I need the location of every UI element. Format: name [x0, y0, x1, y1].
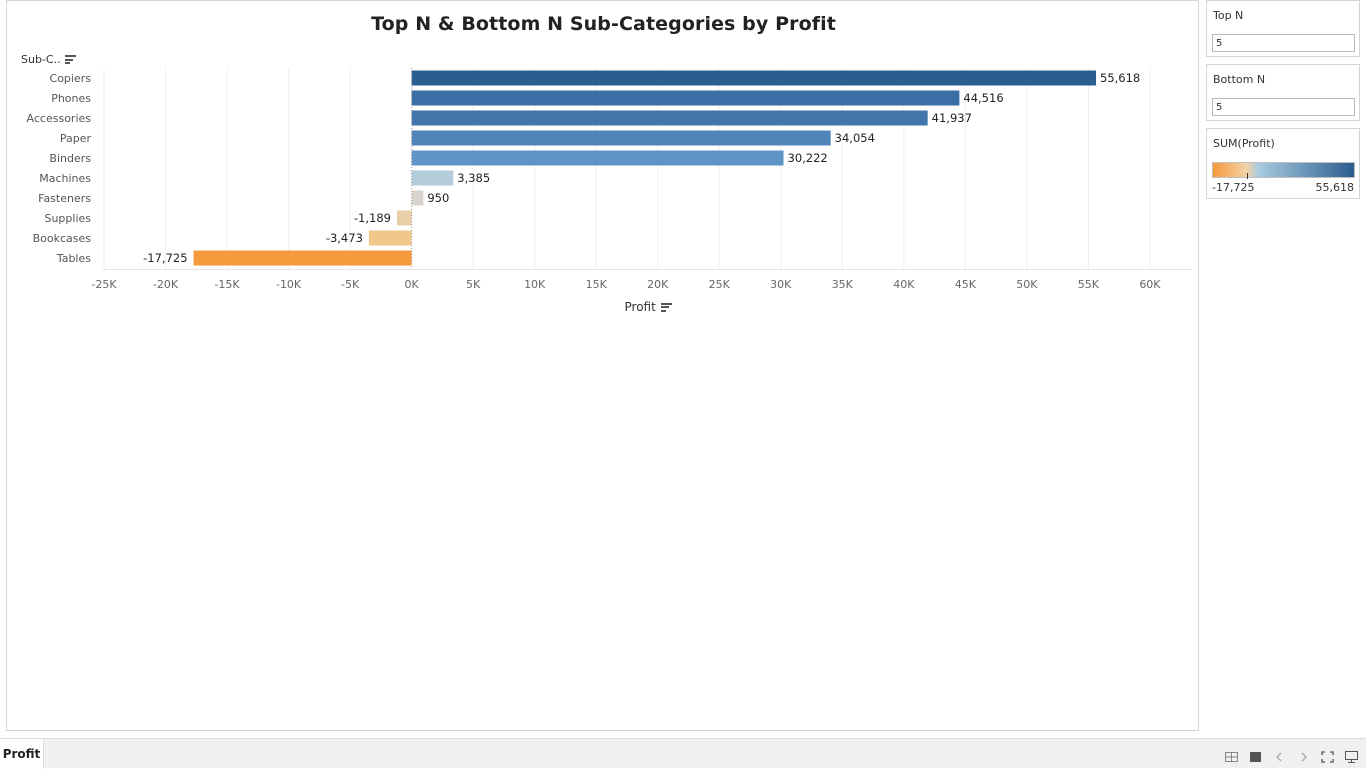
category-label: Machines: [39, 172, 91, 185]
color-gradient-bar: [1212, 162, 1355, 178]
category-label: Bookcases: [33, 232, 92, 245]
value-label: 950: [427, 191, 449, 205]
row-header[interactable]: Sub-C..: [21, 53, 76, 66]
category-label: Paper: [60, 132, 92, 145]
x-tick-label: 15K: [586, 278, 608, 291]
bar[interactable]: [396, 210, 412, 226]
sort-icon[interactable]: [64, 55, 76, 64]
presentation-icon[interactable]: [1345, 748, 1358, 763]
bar[interactable]: [411, 130, 831, 146]
next-icon[interactable]: [1297, 748, 1310, 762]
x-tick-label: 10K: [524, 278, 546, 291]
bar[interactable]: [193, 250, 412, 266]
x-tick-label: 20K: [647, 278, 669, 291]
category-label: Tables: [56, 252, 91, 265]
bar-chart: Copiers 55,618 Phones 44,516 Accessories 41,9…: [27, 68, 1193, 291]
x-tick-label: -15K: [214, 278, 240, 291]
value-label: 34,054: [835, 131, 875, 145]
bar[interactable]: [411, 150, 784, 166]
x-tick-label: 30K: [770, 278, 792, 291]
value-label: 3,385: [457, 171, 490, 185]
category-label: Accessories: [27, 112, 92, 125]
top-n-title: Top N: [1213, 9, 1244, 22]
x-tick-label: 40K: [893, 278, 915, 291]
value-label: 44,516: [963, 91, 1003, 105]
bar[interactable]: [411, 190, 424, 206]
bar[interactable]: [411, 70, 1097, 86]
bar[interactable]: [411, 170, 454, 186]
bottom-n-card: Bottom N: [1206, 64, 1360, 121]
x-axis-label: Profit: [624, 300, 656, 314]
x-tick-label: 5K: [466, 278, 481, 291]
previous-icon[interactable]: [1273, 748, 1286, 762]
row-header-label: Sub-C..: [21, 53, 61, 66]
x-tick-label: -5K: [341, 278, 360, 291]
sheet-tab-profit[interactable]: Profit: [0, 739, 44, 769]
category-label: Phones: [51, 92, 91, 105]
category-label: Binders: [49, 152, 91, 165]
legend-max-label: 55,618: [1315, 181, 1355, 194]
bar[interactable]: [411, 90, 960, 106]
sheet-tab-bar: Profit: [0, 738, 1366, 769]
x-axis-title[interactable]: Profit: [625, 300, 672, 314]
bar[interactable]: [411, 110, 928, 126]
x-tick-label: 25K: [709, 278, 731, 291]
legend-min-label: -17,725: [1212, 181, 1255, 194]
color-legend-card: SUM(Profit) -17,725 55,618: [1206, 128, 1360, 199]
category-label: Supplies: [44, 212, 91, 225]
legend-zero-tick: [1246, 173, 1248, 179]
value-label: 30,222: [788, 151, 828, 165]
x-tick-label: 45K: [955, 278, 977, 291]
x-tick-label: 55K: [1078, 278, 1100, 291]
top-n-input[interactable]: [1212, 34, 1355, 52]
chart-title: Top N & Bottom N Sub-Categories by Profi…: [371, 13, 836, 35]
x-tick-label: 35K: [832, 278, 854, 291]
single-view-icon[interactable]: [1249, 748, 1262, 762]
category-label: Fasteners: [38, 192, 91, 205]
x-tick-label: 50K: [1016, 278, 1038, 291]
sort-icon[interactable]: [660, 302, 672, 312]
value-label: -17,725: [143, 251, 187, 265]
grid-view-icon[interactable]: [1225, 748, 1238, 762]
value-label: -3,473: [326, 231, 363, 245]
value-label: 41,937: [932, 111, 972, 125]
viz-container: Top N & Bottom N Sub-Categories by Profi…: [6, 0, 1199, 731]
x-tick-label: -25K: [91, 278, 117, 291]
category-label: Copiers: [50, 72, 92, 85]
top-n-card: Top N: [1206, 0, 1360, 57]
bottom-n-input[interactable]: [1212, 98, 1355, 116]
x-tick-label: -10K: [276, 278, 302, 291]
legend-title: SUM(Profit): [1213, 137, 1275, 150]
x-tick-label: 0K: [405, 278, 420, 291]
x-tick-label: 60K: [1139, 278, 1161, 291]
x-tick-label: -20K: [153, 278, 179, 291]
bar[interactable]: [368, 230, 412, 246]
view-toolbar: [1225, 748, 1358, 763]
bottom-n-title: Bottom N: [1213, 73, 1266, 86]
value-label: 55,618: [1100, 71, 1140, 85]
value-label: -1,189: [354, 211, 391, 225]
fullscreen-icon[interactable]: [1321, 748, 1334, 763]
